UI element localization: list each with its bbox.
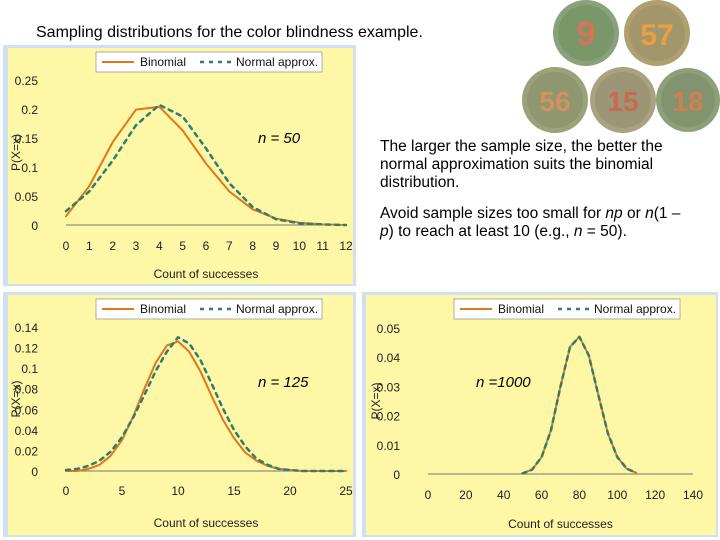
y-tick-label: 0.08 bbox=[15, 383, 39, 397]
y-tick-label: 0.14 bbox=[15, 321, 39, 335]
y-tick-label: 0.1 bbox=[21, 161, 38, 175]
color-blindness-plates: 9 57 56 15 18 bbox=[522, 0, 720, 133]
x-tick-label: 120 bbox=[645, 488, 665, 502]
x-tick-label: 3 bbox=[133, 239, 140, 253]
x-tick-label: 10 bbox=[293, 239, 307, 253]
p2-n: n bbox=[645, 205, 654, 222]
plate-3-digit: 56 bbox=[539, 86, 570, 117]
chart-background bbox=[8, 295, 353, 535]
x-tick-label: 0 bbox=[63, 239, 70, 253]
series-binomial-line bbox=[65, 340, 347, 472]
sample-size-annotation: n =1000 bbox=[476, 374, 531, 391]
y-tick-label: 0.01 bbox=[377, 439, 401, 453]
legend-normal-label: Normal approx. bbox=[236, 302, 318, 316]
y-tick-label: 0.12 bbox=[15, 342, 39, 356]
legend-binomial-label: Binomial bbox=[140, 55, 186, 69]
plate-4: 15 bbox=[590, 67, 656, 133]
plate-2-digit: 57 bbox=[640, 19, 673, 52]
chart-n50: 00.050.10.150.20.250 1 2 3 4 5 6 7 8 9 10 11 12Count… bbox=[8, 48, 353, 284]
x-tick-label: 15 bbox=[227, 484, 241, 498]
x-tick-label: 10 bbox=[171, 484, 185, 498]
y-tick-label: 0.05 bbox=[15, 190, 39, 204]
x-tick-label: 9 bbox=[273, 239, 280, 253]
y-tick-label: 0.04 bbox=[15, 424, 39, 438]
x-tick-label: 12 bbox=[339, 239, 353, 253]
p2-p: p bbox=[380, 223, 389, 240]
plate-1: 9 bbox=[553, 0, 619, 66]
plate-4-digit: 15 bbox=[607, 86, 638, 117]
chart-n1000: 0 0.01 0.02 0.03 0.04 0.05 0 20 40 60 80 100 120 140 C… bbox=[366, 295, 716, 535]
series-normal-line bbox=[64, 336, 348, 473]
y-tick-label: 0 bbox=[31, 465, 38, 479]
plate-5: 18 bbox=[656, 68, 720, 132]
y-axis-label: P(X=x) bbox=[9, 380, 23, 417]
x-axis-label: Count of successes bbox=[154, 516, 259, 530]
plate-1-digit: 9 bbox=[577, 15, 596, 53]
x-tick-label: 25 bbox=[339, 484, 353, 498]
y-axis-label: P(X=x) bbox=[369, 382, 383, 419]
plate-3: 56 bbox=[522, 67, 588, 133]
y-tick-label: 0.25 bbox=[15, 74, 39, 88]
y-tick-label: 0.03 bbox=[377, 380, 401, 394]
y-tick-label: 0 bbox=[393, 468, 400, 482]
p2-np: np bbox=[605, 205, 623, 222]
x-tick-label: 140 bbox=[683, 488, 703, 502]
x-axis-label: Count of successes bbox=[154, 267, 259, 281]
y-tick-label: 0 bbox=[31, 219, 38, 233]
y-tick-label: 0.05 bbox=[377, 322, 401, 336]
sample-size-annotation: n = 50 bbox=[258, 130, 301, 147]
x-tick-label: 6 bbox=[203, 239, 210, 253]
x-tick-label: 7 bbox=[226, 239, 233, 253]
p2-text-3: (1 – bbox=[653, 205, 681, 222]
x-axis-label: Count of successes bbox=[508, 517, 613, 531]
page-title: Sampling distributions for the color bli… bbox=[36, 24, 423, 41]
series-normal-line bbox=[64, 103, 348, 227]
legend-normal-label: Normal approx. bbox=[236, 55, 318, 69]
p2-text-5: = 50). bbox=[582, 223, 627, 240]
plate-2: 57 bbox=[624, 0, 690, 66]
x-tick-label: 80 bbox=[573, 488, 587, 502]
chart-background bbox=[8, 48, 353, 284]
chart-n125: 0 0.02 0.04 0.06 0.08 0.1 0.12 0.14 0 5 10 15 20 25 Co… bbox=[8, 295, 353, 535]
p2-text-2: or bbox=[622, 205, 646, 222]
x-tick-label: 60 bbox=[535, 488, 549, 502]
y-tick-label: 0.04 bbox=[377, 351, 401, 365]
description: The larger the sample size, the better t… bbox=[380, 138, 690, 254]
x-tick-label: 11 bbox=[316, 239, 329, 253]
x-tick-label: 0 bbox=[63, 484, 70, 498]
x-tick-label: 4 bbox=[156, 239, 163, 253]
paragraph-sample-size: The larger the sample size, the better t… bbox=[380, 138, 663, 191]
y-tick-label: 0.15 bbox=[15, 132, 39, 146]
x-tick-label: 1 bbox=[86, 239, 93, 253]
x-tick-label: 5 bbox=[179, 239, 186, 253]
x-tick-label: 5 bbox=[119, 484, 126, 498]
series-normal-line bbox=[521, 335, 638, 475]
y-tick-label: 0.02 bbox=[15, 444, 39, 458]
y-tick-label: 0.02 bbox=[377, 410, 401, 424]
sample-size-annotation: n = 125 bbox=[258, 374, 309, 391]
x-tick-label: 100 bbox=[607, 488, 627, 502]
y-tick-label: 0.2 bbox=[21, 103, 38, 117]
paragraph-avoid-small: Avoid sample sizes too small for np or n… bbox=[380, 205, 690, 241]
legend-binomial-label: Binomial bbox=[140, 302, 186, 316]
y-axis-label: P(X=x) bbox=[9, 134, 23, 171]
p2-n2: n bbox=[573, 223, 583, 240]
p2-text-1: Avoid sample sizes too small for bbox=[380, 205, 606, 222]
y-tick-label: 0.06 bbox=[15, 403, 39, 417]
legend-binomial-label: Binomial bbox=[498, 302, 544, 316]
x-tick-label: 2 bbox=[109, 239, 116, 253]
x-tick-label: 20 bbox=[283, 484, 297, 498]
chart-background bbox=[366, 295, 716, 535]
x-tick-label: 0 bbox=[425, 488, 432, 502]
x-tick-label: 20 bbox=[459, 488, 473, 502]
y-tick-label: 0.1 bbox=[21, 362, 38, 376]
x-tick-label: 40 bbox=[497, 488, 511, 502]
x-tick-label: 8 bbox=[249, 239, 256, 253]
plate-5-digit: 18 bbox=[672, 86, 703, 117]
legend-normal-label: Normal approx. bbox=[594, 302, 676, 316]
p2-text-4: ) to reach at least 10 (e.g., bbox=[388, 223, 574, 240]
